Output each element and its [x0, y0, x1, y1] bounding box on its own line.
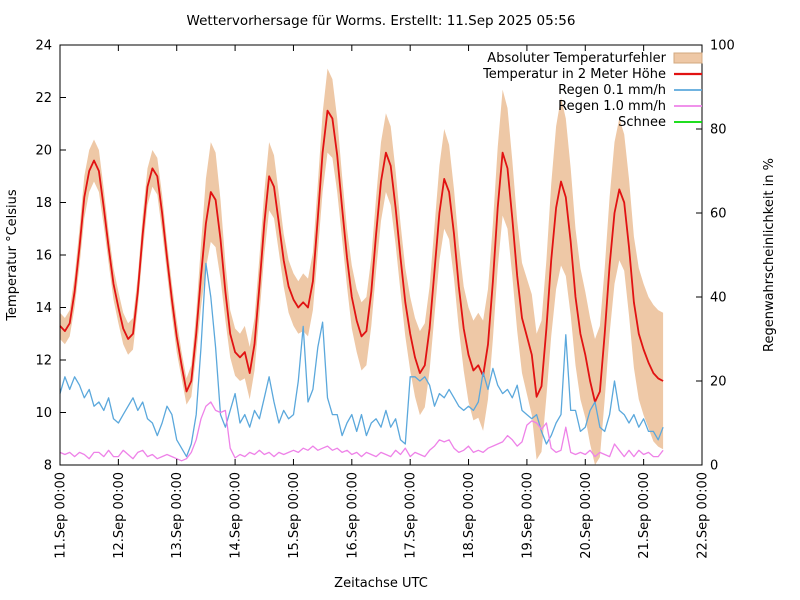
legend-band-swatch: [673, 52, 703, 64]
x-tick-label: 16.Sep 00:00: [345, 472, 360, 559]
y-right-tick-label: 100: [710, 39, 735, 54]
x-axis-label: Zeitachse UTC: [334, 576, 428, 591]
temperature-line: [59, 109, 664, 403]
x-tick-label: 14.Sep 00:00: [229, 472, 244, 559]
plot-area: [59, 68, 664, 465]
rain-01-line: [59, 262, 664, 458]
x-tick-label: 17.Sep 00:00: [404, 472, 419, 559]
legend-label: Regen 1.0 mm/h: [558, 99, 666, 114]
x-tick-label: 15.Sep 00:00: [287, 472, 302, 559]
y-left-tick-label: 22: [35, 91, 52, 106]
y-left-tick-label: 12: [35, 354, 52, 369]
y-right-tick-label: 0: [710, 459, 718, 474]
x-tick-label: 12.Sep 00:00: [112, 472, 127, 559]
y-right-tick-label: 60: [710, 207, 727, 222]
y-right-tick-label: 40: [710, 291, 727, 306]
x-tick-label: 11.Sep 00:00: [54, 472, 69, 559]
y-axis-left-label: Temperatur °Celsius: [5, 189, 20, 322]
legend-label: Absoluter Temperaturfehler: [487, 51, 666, 66]
y-left-tick-label: 16: [35, 249, 52, 264]
x-tick-label: 18.Sep 00:00: [462, 472, 477, 559]
x-tick-label: 21.Sep 00:00: [637, 472, 652, 559]
y-right-tick-label: 80: [710, 123, 727, 138]
y-left-tick-label: 14: [35, 301, 52, 316]
legend-label: Regen 0.1 mm/h: [558, 83, 666, 98]
x-tick-label: 19.Sep 00:00: [520, 472, 535, 559]
y-left-tick-label: 24: [35, 39, 52, 54]
y-left-tick-label: 20: [35, 144, 52, 159]
legend-label: Schnee: [618, 115, 666, 130]
y-left-tick-label: 10: [35, 406, 52, 421]
y-left-tick-label: 18: [35, 196, 52, 211]
rain-10-line: [59, 401, 664, 462]
x-tick-label: 13.Sep 00:00: [170, 472, 185, 559]
y-left-tick-label: 8: [44, 459, 52, 474]
legend-label: Temperatur in 2 Meter Höhe: [482, 67, 666, 82]
y-right-tick-label: 20: [710, 375, 727, 390]
x-tick-label: 22.Sep 00:00: [696, 472, 711, 559]
axes: 8 10 12 14 16 18 20 22 24 0 20 40 60 80 100 11.Sep 00:0…: [35, 39, 734, 559]
chart-title: Wettervorhersage für Worms. Erstellt: 11…: [187, 13, 576, 29]
temperature-error-band: [60, 68, 664, 465]
y-axis-right-label: Regenwahrscheinlichkeit in %: [762, 158, 777, 352]
x-tick-label: 20.Sep 00:00: [579, 472, 594, 559]
